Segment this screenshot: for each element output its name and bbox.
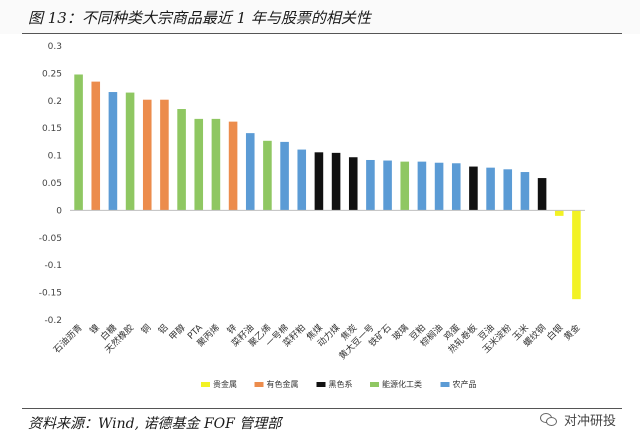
- bar-24: [469, 166, 478, 211]
- legend-label-2: 有色金属: [267, 379, 299, 389]
- category-label: 石油沥青: [51, 322, 85, 356]
- bar-28: [537, 178, 547, 211]
- bar-25: [486, 167, 495, 211]
- correlation-bar-chart: 0.3 0.25 0.2 0.15 0.1 0.05 0 -0.05 -0.1 -0.15 -0.2…: [39, 42, 585, 389]
- y-tick-label: 0: [56, 206, 62, 216]
- bar-6: [160, 99, 169, 211]
- bar-7: [177, 109, 186, 211]
- legend-swatch-3: [316, 382, 326, 387]
- figure-header: [0, 0, 640, 34]
- bar-12: [263, 140, 272, 211]
- y-tick-label: 0.05: [42, 179, 62, 189]
- y-tick-label: 0.15: [42, 124, 62, 134]
- bar-23: [451, 163, 461, 211]
- bar-22: [434, 162, 444, 211]
- bar-1: [74, 74, 83, 211]
- bar-2: [91, 81, 101, 211]
- bar-21: [417, 161, 427, 211]
- bar-8: [194, 118, 204, 211]
- bar-29: [554, 210, 564, 216]
- bar-17: [348, 157, 358, 211]
- category-label: 白银: [544, 322, 565, 343]
- y-tick-label: 0.1: [48, 152, 62, 162]
- category-label: 黄金: [561, 322, 582, 343]
- bar-26: [503, 169, 513, 211]
- bar-4: [125, 92, 135, 211]
- bar-5: [142, 99, 152, 211]
- bar-18: [366, 159, 375, 211]
- figure-source: 资料来源：Wind, 诺德基金 FOF 管理部: [28, 416, 282, 432]
- category-label: 铜: [139, 322, 154, 337]
- y-tick-label: 0.3: [48, 42, 62, 52]
- bar-10: [228, 121, 238, 211]
- legend-label-5: 农产品: [453, 379, 477, 389]
- bar-16: [331, 152, 341, 211]
- bottom-rule: [22, 408, 622, 409]
- bar-9: [211, 118, 221, 211]
- top-rule: [22, 33, 622, 34]
- y-tick-label: 0.2: [48, 97, 62, 107]
- bar-30: [572, 210, 581, 300]
- watermark-text: 对冲研投: [564, 414, 617, 429]
- category-label: 甲醇: [166, 322, 187, 343]
- legend-label-4: 能源化工类: [382, 379, 422, 389]
- legend-swatch-2: [254, 382, 264, 387]
- y-tick-label: 0.25: [42, 69, 62, 79]
- y-tick-label: -0.05: [39, 234, 62, 244]
- wechat-icon: [540, 412, 558, 427]
- bar-14: [297, 149, 307, 211]
- legend-swatch-4: [370, 382, 379, 387]
- bar-3: [108, 92, 118, 211]
- bar-19: [383, 160, 392, 211]
- category-label: 玻璃: [390, 322, 411, 343]
- watermark: 对冲研投: [540, 410, 616, 429]
- bar-20: [400, 161, 410, 211]
- y-tick-label: -0.1: [44, 261, 62, 271]
- figure-title: 图 13：不同种类大宗商品最近 1 年与股票的相关性: [28, 9, 371, 27]
- bar-13: [280, 141, 289, 211]
- bar-27: [520, 172, 530, 211]
- y-tick-label: -0.15: [39, 289, 62, 299]
- y-tick-label: -0.2: [44, 316, 62, 326]
- legend-swatch-5: [440, 382, 450, 387]
- legend-label-1: 贵金属: [213, 379, 237, 389]
- bar-11: [245, 133, 255, 211]
- bar-15: [314, 152, 324, 211]
- legend-label-3: 黑色系: [329, 379, 353, 389]
- legend-swatch-1: [201, 382, 210, 387]
